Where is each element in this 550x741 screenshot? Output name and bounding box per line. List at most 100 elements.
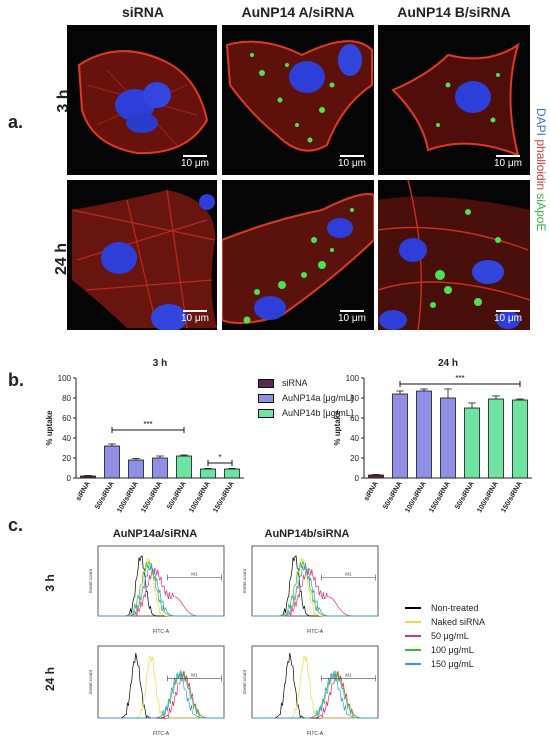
bar — [488, 398, 504, 479]
x-axis-label: FITC-A — [153, 731, 170, 737]
gate-label: M1 — [191, 672, 198, 677]
y-axis-label: Event count — [242, 669, 247, 694]
legend-item-aunp14b: AuNP14b [μg/mL] — [258, 408, 353, 418]
x-tick-label: 50/siRNA — [454, 481, 475, 511]
legend-line — [405, 663, 421, 665]
x-tick-label: 50/siRNA — [94, 481, 115, 511]
flow-histogram-aunp14b-3h: Event count FITC-A M1 — [242, 545, 379, 635]
column-title-aunp14a: AuNP14 A/siRNA — [241, 4, 355, 20]
bar — [368, 474, 384, 479]
stain-legend: DAPI phalloidin siApoE — [534, 108, 548, 231]
y-tick-label: 40 — [62, 434, 71, 443]
flow-histogram-aunp14b-24h: Event count FITC-A M1 — [242, 645, 379, 737]
y-tick-label: 80 — [350, 394, 359, 403]
x-tick-label: siRNA — [75, 481, 92, 503]
bar — [464, 407, 480, 479]
micrograph-sirna-24h: 10 μm — [67, 180, 217, 330]
x-tick-label: 150/siRNA — [140, 481, 163, 514]
bar — [512, 399, 528, 479]
legend-item-150: 150 μg/mL — [405, 659, 485, 669]
flow-histogram-aunp14a-3h: Event count FITC-A M1 — [88, 545, 225, 635]
bar — [440, 397, 456, 479]
y-tick-label: 100 — [58, 374, 72, 383]
legend-item-50: 50 μg/mL — [405, 631, 485, 641]
scale-bar: 10 μm — [494, 155, 522, 169]
x-tick-label: 100/siRNA — [188, 481, 211, 514]
bar — [176, 455, 192, 479]
x-tick-label: siRNA — [363, 481, 380, 503]
y-axis-label: Event count — [88, 669, 93, 694]
scale-bar: 10 μm — [181, 155, 209, 169]
panel-b-letter: b. — [8, 370, 24, 390]
bar — [152, 457, 168, 479]
legend-item-100: 100 μg/mL — [405, 645, 485, 655]
panel-b-legend: siRNA AuNP14a [μg/mL] AuNP14b [μg/mL] — [258, 378, 353, 418]
x-tick-label: 100/siRNA — [476, 481, 499, 514]
legend-line — [405, 607, 421, 609]
bar — [128, 459, 144, 479]
chart-title: 3 h — [153, 358, 167, 369]
bar — [392, 393, 408, 479]
x-tick-label: 100/siRNA — [404, 481, 427, 514]
x-tick-label: 150/siRNA — [212, 481, 235, 514]
histogram-curve — [98, 671, 224, 719]
gate-label: M1 — [191, 572, 198, 577]
significance-label: *** — [143, 420, 152, 429]
scale-bar: 10 μm — [181, 310, 209, 324]
y-tick-label: 0 — [355, 474, 360, 483]
plot-frame — [97, 645, 225, 719]
flow-row-label-3h: 3 h — [43, 574, 57, 592]
bar — [416, 390, 432, 479]
x-axis-label: FITC-A — [307, 731, 324, 737]
y-axis-label: % uptake — [333, 410, 342, 446]
flow-column-title-aunp14a: AuNP14a/siRNA — [112, 528, 198, 540]
micrograph-aunp14a-24h: 10 μm — [222, 180, 374, 330]
bar — [104, 445, 120, 479]
y-tick-label: 20 — [350, 454, 359, 463]
y-tick-label: 60 — [350, 414, 359, 423]
stain-siapoe: siApoE — [534, 190, 548, 232]
micrograph-aunp14b-3h: 10 μm — [378, 25, 530, 175]
x-tick-label: 50/siRNA — [382, 481, 403, 511]
scale-bar: 10 μm — [338, 155, 366, 169]
histogram-curve — [252, 563, 378, 617]
scale-bar: 10 μm — [338, 310, 366, 324]
flow-histogram-aunp14a-24h: Event count FITC-A M1 — [88, 645, 225, 737]
x-tick-label: 50/siRNA — [166, 481, 187, 511]
bar — [200, 468, 216, 479]
micrograph-sirna-3h: 10 μm — [67, 25, 217, 175]
bar — [224, 468, 240, 479]
histogram-curve — [98, 563, 224, 617]
panel-c-letter: c. — [8, 515, 24, 535]
stain-phalloidin: phalloidin — [534, 136, 548, 191]
flow-row-label-24h: 24 h — [43, 667, 57, 692]
column-title-sirna: siRNA — [121, 4, 164, 20]
y-tick-label: 100 — [346, 374, 360, 383]
y-tick-label: 40 — [350, 434, 359, 443]
legend-item-non-treated: Non-treated — [405, 603, 485, 613]
significance-label: * — [218, 453, 221, 462]
legend-swatch — [258, 393, 274, 403]
gate-label: M1 — [345, 672, 352, 677]
y-tick-label: 0 — [67, 474, 72, 483]
legend-line — [405, 621, 421, 623]
legend-item-aunp14a: AuNP14a [μg/mL] — [258, 393, 353, 403]
x-axis-label: FITC-A — [153, 629, 170, 635]
y-axis-label: % uptake — [45, 410, 54, 446]
significance-label: *** — [455, 374, 464, 383]
x-tick-label: 100/siRNA — [116, 481, 139, 514]
flow-column-title-aunp14b: AuNP14b/siRNA — [264, 528, 350, 540]
plot-frame — [251, 645, 379, 719]
x-axis-label: FITC-A — [307, 629, 324, 635]
y-tick-label: 60 — [62, 414, 71, 423]
panel-c-legend: Non-treated Naked siRNA 50 μg/mL 100 μg/… — [405, 603, 485, 669]
x-tick-label: 150/siRNA — [500, 481, 523, 514]
x-tick-label: 150/siRNA — [428, 481, 451, 514]
stain-dapi: DAPI — [534, 108, 548, 137]
panel-a-letter: a. — [8, 112, 24, 132]
y-axis-label: Event count — [242, 568, 247, 593]
legend-line — [405, 649, 421, 651]
chart-title: 24 h — [438, 358, 458, 369]
gate-label: M1 — [345, 572, 352, 577]
